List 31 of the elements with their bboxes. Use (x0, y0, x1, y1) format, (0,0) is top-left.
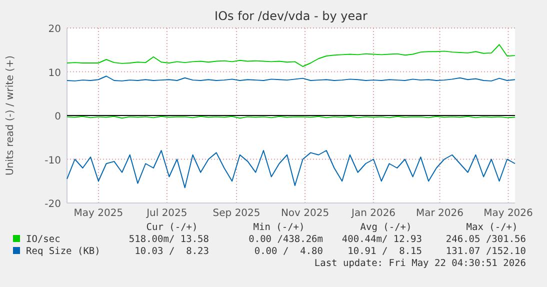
text: Max (-/+) (466, 222, 518, 233)
y-tick-label: 10 (48, 68, 61, 79)
y-tick-label: -10 (44, 155, 61, 166)
text: Last update: Fri May 22 04:30:51 2026 (314, 258, 526, 269)
text: 246.05 /301.56 (446, 234, 526, 245)
text: Min (-/+) (253, 222, 305, 233)
line-series (66, 150, 516, 188)
x-tick-label: Mar 2026 (416, 208, 464, 219)
y-tick-label: -20 (44, 199, 61, 210)
text: 10.91 / 8.15 (348, 246, 422, 257)
x-tick-label: Sep 2025 (212, 208, 260, 219)
x-tick-label: Jul 2025 (146, 208, 188, 219)
x-tick-label: May 2025 (74, 208, 124, 219)
legend-label: IO/sec (26, 234, 60, 245)
text: 10.03 / 8.23 (134, 246, 209, 257)
x-tick-label: Jan 2026 (350, 208, 396, 219)
y-tick-label: 20 (48, 24, 61, 35)
text: 131.07 /152.10 (446, 246, 526, 257)
text: Cur (-/+) (146, 222, 198, 233)
x-tick-label: May 2026 (484, 208, 533, 219)
text: 400.44m/ 12.93 (342, 234, 422, 245)
text: 0.00 / 4.80 (254, 246, 324, 257)
line-series (66, 44, 516, 67)
text: Avg (-/+) (360, 222, 412, 233)
y-tick-label: 0 (54, 112, 61, 122)
text: 0.00 /438.26m (248, 234, 324, 245)
chart-title: IOs for /dev/vda - by year (214, 9, 368, 23)
x-tick-label: Nov 2025 (280, 208, 330, 219)
y-axis-title: Units read (-) / write (+) (5, 55, 16, 176)
text: 518.00m/ 13.58 (128, 234, 210, 245)
legend-label: Req Size (KB) (26, 246, 100, 257)
